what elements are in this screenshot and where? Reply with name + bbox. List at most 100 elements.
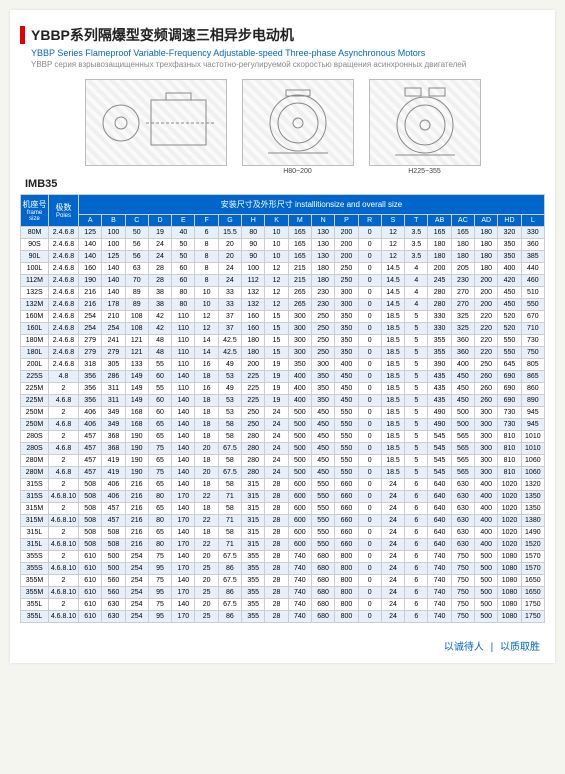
table-cell: 12 [265,287,288,299]
table-cell: 4 [405,299,428,311]
table-cell: 4.6.8 [49,467,79,479]
table-cell: 28 [265,599,288,611]
table-cell: 18.5 [381,443,404,455]
th-col: C [125,215,148,227]
table-cell: 254 [125,599,148,611]
table-cell: 18 [195,395,218,407]
table-cell: 550 [498,347,521,359]
table-cell: 1490 [521,527,544,539]
table-cell: 200L [21,359,49,371]
table-cell: 860 [521,383,544,395]
table-cell: 4 [405,263,428,275]
table-cell: 24 [381,563,404,575]
table-cell: 450 [498,299,521,311]
table-cell: 18 [195,371,218,383]
table-cell: 2 [49,383,79,395]
table-cell: 500 [451,419,474,431]
page: YBBP系列隔爆型变频调速三相异步电动机 YBBP Series Flamepr… [10,10,555,663]
table-cell: 630 [102,611,125,623]
spec-table: 机座号 frame size 极数 Poles 安装尺寸及外形尺寸 instal… [20,194,545,623]
table-cell: 3.5 [405,227,428,239]
table-cell: 800 [335,587,358,599]
table-cell: 1020 [498,515,521,527]
table-cell: 121 [125,335,148,347]
table-cell: 350 [311,383,334,395]
table-cell: 2.4.6.8 [49,335,79,347]
table-cell: 0 [358,479,381,491]
table-cell: 545 [428,431,451,443]
table-cell: 2 [49,503,79,515]
table-cell: 610 [79,599,102,611]
table-cell: 0 [358,299,381,311]
table-cell: 65 [148,419,171,431]
table-cell: 2 [49,599,79,611]
table-cell: 24 [381,611,404,623]
table-cell: 65 [148,527,171,539]
table-cell: 400 [451,359,474,371]
table-cell: 315 [242,515,265,527]
table-row: 112M2.4.6.819014070286082411212215180250… [21,275,545,287]
table-cell: 28 [265,479,288,491]
table-cell: 400 [475,515,498,527]
table-cell: 315 [242,479,265,491]
table-cell: 550 [311,491,334,503]
table-cell: 25 [195,587,218,599]
table-cell: 740 [428,575,451,587]
table-cell: 0 [358,419,381,431]
table-cell: 800 [335,599,358,611]
table-cell: 490 [428,419,451,431]
table-cell: 740 [288,599,311,611]
table-cell: 140 [172,575,195,587]
table-cell: 18.5 [381,383,404,395]
table-cell: 24 [148,239,171,251]
table-row: 355S4.6.8.106105002549517025863552874068… [21,563,545,575]
table-cell: 286 [102,371,125,383]
table-cell: 435 [428,395,451,407]
table-row: 90S2.4.6.8140100562450820901016513020001… [21,239,545,251]
table-cell: 356 [79,395,102,407]
table-cell: 24 [381,575,404,587]
table-cell: 280 [242,431,265,443]
table-cell: 216 [125,515,148,527]
table-cell: 630 [451,515,474,527]
table-cell: 0 [358,551,381,563]
table-cell: 86 [218,611,241,623]
table-cell: 279 [79,335,102,347]
table-cell: 360 [451,347,474,359]
th-col: E [172,215,195,227]
table-cell: 0 [358,371,381,383]
table-cell: 2.4.6.8 [49,227,79,239]
table-cell: 300 [475,431,498,443]
table-cell: 300 [475,443,498,455]
table-cell: 0 [358,587,381,599]
table-cell: 4.8 [49,371,79,383]
table-cell: 545 [428,443,451,455]
table-cell: 19 [148,227,171,239]
table-cell: 8 [195,263,218,275]
table-row: 355M4.6.8.106105602549517025863552874068… [21,587,545,599]
table-cell: 180 [451,251,474,263]
table-cell: 300 [288,335,311,347]
table-cell: 330 [428,323,451,335]
table-cell: 28 [265,575,288,587]
table-cell: 80 [148,491,171,503]
table-row: 160M2.4.6.825421010842110123716015300250… [21,311,545,323]
table-cell: 3.5 [405,239,428,251]
table-cell: 565 [451,443,474,455]
motor-front-drawing-icon [375,85,475,160]
table-cell: 730 [498,419,521,431]
table-cell: 2 [49,407,79,419]
table-cell: 1060 [521,467,544,479]
table-cell: 0 [358,611,381,623]
table-cell: 2.4.6.8 [49,239,79,251]
table-cell: 24 [381,527,404,539]
table-cell: 58 [218,527,241,539]
table-cell: 254 [125,551,148,563]
table-cell: 110 [172,359,195,371]
table-cell: 680 [311,551,334,563]
table-cell: 311 [102,395,125,407]
table-cell: 450 [311,419,334,431]
table-cell: 125 [102,251,125,263]
table-cell: 1650 [521,575,544,587]
table-cell: 6 [405,575,428,587]
